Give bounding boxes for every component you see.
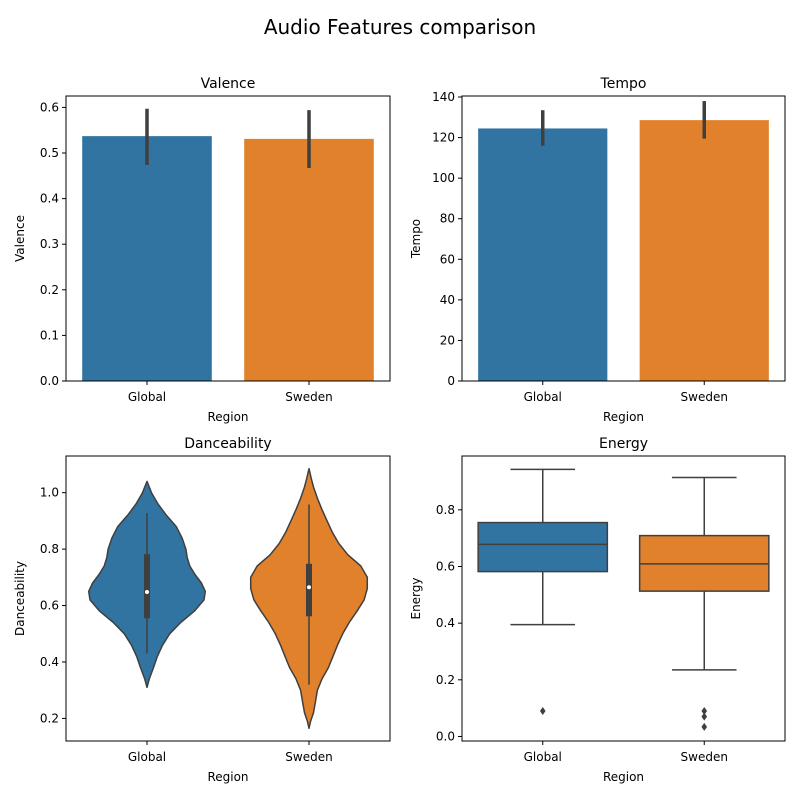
danceability-ytick-label: 1.0 (40, 486, 59, 500)
tempo-xlabel: Region (603, 410, 644, 424)
valence-ytick-label: 0.5 (40, 146, 59, 160)
danceability-axes-frame (65, 455, 391, 742)
valence-bar-sweden (244, 138, 374, 381)
valence-ytick-label: 0.2 (40, 283, 59, 297)
danceability-xtick-label: Sweden (285, 750, 332, 764)
tempo-ytick-label: 80 (440, 212, 455, 226)
tempo-ylabel: Tempo (409, 219, 423, 259)
tempo-xtick-label: Global (524, 390, 562, 404)
valence-ytick-label: 0.1 (40, 328, 59, 342)
energy-outlier-sweden (701, 722, 708, 731)
danceability-title: Danceability (184, 436, 271, 452)
tempo-xtick-label: Sweden (681, 390, 728, 404)
valence-xtick-label: Global (128, 390, 166, 404)
tempo-title: Tempo (600, 76, 647, 92)
energy-ytick-label: 0.4 (436, 616, 455, 630)
energy-box-global (477, 521, 609, 573)
tempo-ytick-label: 20 (440, 333, 455, 347)
energy-ytick-label: 0.2 (436, 673, 455, 687)
valence-ytick-label: 0.4 (40, 192, 59, 206)
valence-ytick-label: 0.0 (40, 374, 59, 388)
energy-outlier-sweden (701, 706, 708, 715)
tempo-ytick-label: 140 (432, 90, 455, 104)
danceability-panel: 0.2 0.4 0.6 0.8 1.0 Global Sweden Danceability R… (13, 436, 391, 784)
energy-outlier-global (539, 706, 546, 715)
tempo-axes-frame (461, 95, 786, 382)
danceability-ytick-label: 0.8 (40, 542, 59, 556)
valence-bar-global (82, 136, 212, 381)
tempo-panel: 0 20 40 60 80 100 120 140 Global Sweden Tempo Regio… (409, 76, 786, 424)
tempo-ytick-label: 0 (447, 374, 455, 388)
energy-ytick-label: 0.8 (436, 503, 455, 517)
energy-title: Energy (599, 436, 648, 452)
tempo-ytick-label: 60 (440, 252, 455, 266)
valence-axes-frame (65, 95, 391, 382)
danceability-ylabel: Danceability (13, 561, 27, 636)
valence-panel: 0.0 0.1 0.2 0.3 0.4 0.5 0.6 Global Sweden Valence… (13, 76, 391, 424)
tempo-ytick-label: 40 (440, 293, 455, 307)
danceability-violin-iqr-global (144, 554, 150, 619)
tempo-ytick-label: 100 (432, 171, 455, 185)
danceability-violin-median-global (145, 590, 149, 595)
energy-axes-frame (461, 455, 786, 742)
tempo-bar-sweden (639, 120, 769, 381)
energy-xlabel: Region (603, 770, 644, 784)
danceability-ytick-label: 0.6 (40, 599, 59, 613)
figure-title: Audio Features comparison (264, 15, 536, 39)
energy-xtick-label: Global (524, 750, 562, 764)
energy-ytick-label: 0.0 (436, 729, 455, 743)
valence-ytick-label: 0.6 (40, 100, 59, 114)
tempo-bar-global (478, 128, 608, 381)
valence-title: Valence (201, 76, 256, 92)
danceability-xlabel: Region (207, 770, 248, 784)
danceability-ytick-label: 0.2 (40, 711, 59, 725)
energy-ytick-label: 0.6 (436, 559, 455, 573)
valence-ytick-label: 0.3 (40, 237, 59, 251)
danceability-violin-iqr-sweden (306, 563, 312, 617)
danceability-violin-median-sweden (307, 585, 311, 590)
energy-xtick-label: Sweden (681, 750, 728, 764)
tempo-ytick-label: 120 (432, 131, 455, 145)
energy-panel: 0.0 0.2 0.4 0.6 0.8 Global Sweden Energy Region E… (409, 436, 786, 784)
danceability-xtick-label: Global (128, 750, 166, 764)
danceability-ytick-label: 0.4 (40, 655, 59, 669)
valence-ylabel: Valence (13, 215, 27, 262)
energy-outlier-sweden (701, 712, 708, 721)
energy-ylabel: Energy (409, 577, 423, 619)
valence-xtick-label: Sweden (285, 390, 332, 404)
valence-xlabel: Region (207, 410, 248, 424)
